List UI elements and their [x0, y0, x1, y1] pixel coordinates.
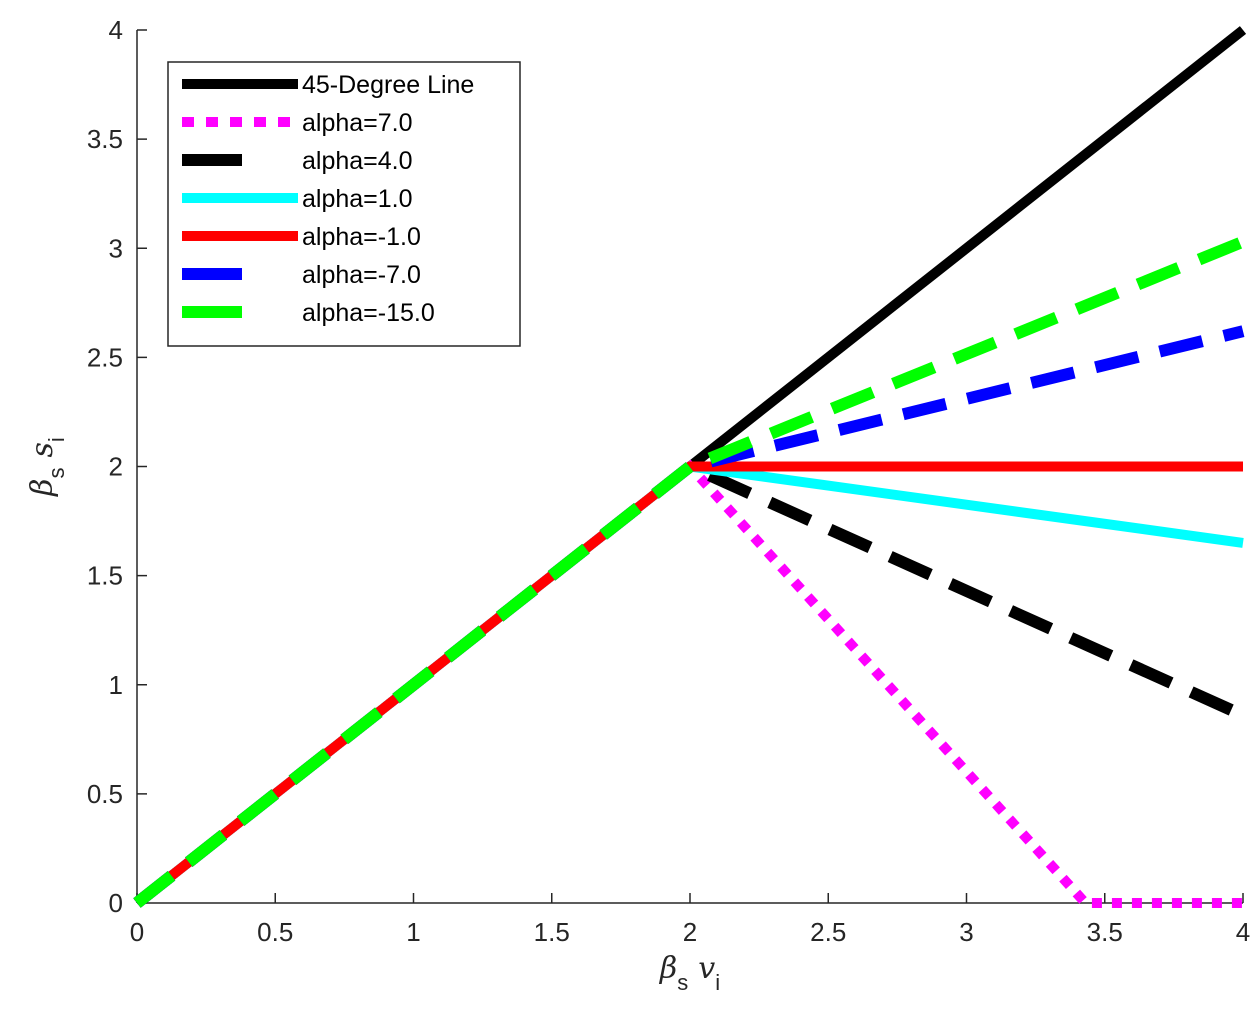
series-line-7	[133, 236, 1246, 908]
y-tick-label: 3.5	[87, 124, 123, 154]
legend-label-5: alpha=-1.0	[302, 223, 421, 251]
x-tick-label: 1.5	[534, 917, 570, 947]
legend-box	[167, 61, 521, 347]
series-line-3	[133, 459, 1246, 908]
y-tick-label: 3	[109, 233, 123, 263]
y-axis-label: βssi	[25, 437, 69, 497]
x-tick-label: 1	[406, 917, 420, 947]
legend-label-6: alpha=-7.0	[302, 261, 421, 289]
x-tick-label: 3.5	[1087, 917, 1123, 947]
x-axis-var-sub: i	[715, 970, 720, 995]
series-line-6	[133, 325, 1245, 908]
legend-label-4: alpha=1.0	[302, 185, 413, 213]
y-axis-symbol: β	[25, 478, 60, 496]
y-tick-label: 0	[109, 888, 123, 918]
legend-label-3: alpha=4.0	[302, 147, 413, 175]
series-line-4	[133, 461, 1244, 907]
legend: 45-Degree Line alpha=7.0 alpha=4.0 alpha=1.…	[167, 61, 521, 347]
x-tick-label: 4	[1236, 917, 1250, 947]
x-tick-label: 0	[130, 917, 144, 947]
x-tick-label: 3	[959, 917, 973, 947]
axes: 0 0.5 1 1.5 2 2.5 3 3.5 4 0 0.5 1 1.5 2 2.5 3 3.5 4	[87, 15, 1250, 947]
series-line-2	[133, 459, 1243, 908]
y-axis-var-sub: i	[44, 437, 69, 442]
x-tick-label: 0.5	[257, 917, 293, 947]
y-axis-var: s	[25, 442, 60, 457]
y-tick-label: 4	[109, 15, 123, 45]
y-tick-label: 0.5	[87, 779, 123, 809]
legend-label-1: 45-Degree Line	[302, 71, 474, 99]
legend-label-2: alpha=7.0	[302, 109, 413, 137]
y-tick-label: 2	[109, 452, 123, 482]
plot-area	[133, 26, 1247, 908]
x-tick-label: 2	[683, 917, 697, 947]
series-line-5	[133, 461, 1243, 907]
x-tick-label: 2.5	[810, 917, 846, 947]
x-axis-symbol: β	[659, 951, 677, 986]
y-tick-label: 1.5	[87, 561, 123, 591]
y-axis-symbol-sub: s	[44, 467, 69, 478]
legend-label-7: alpha=-15.0	[302, 299, 435, 327]
x-axis-label: βs vi	[659, 951, 720, 995]
y-tick-label: 2.5	[87, 342, 123, 372]
x-axis-symbol-sub: s	[677, 970, 688, 995]
y-tick-label: 1	[109, 670, 123, 700]
x-axis-var: v	[698, 951, 715, 986]
